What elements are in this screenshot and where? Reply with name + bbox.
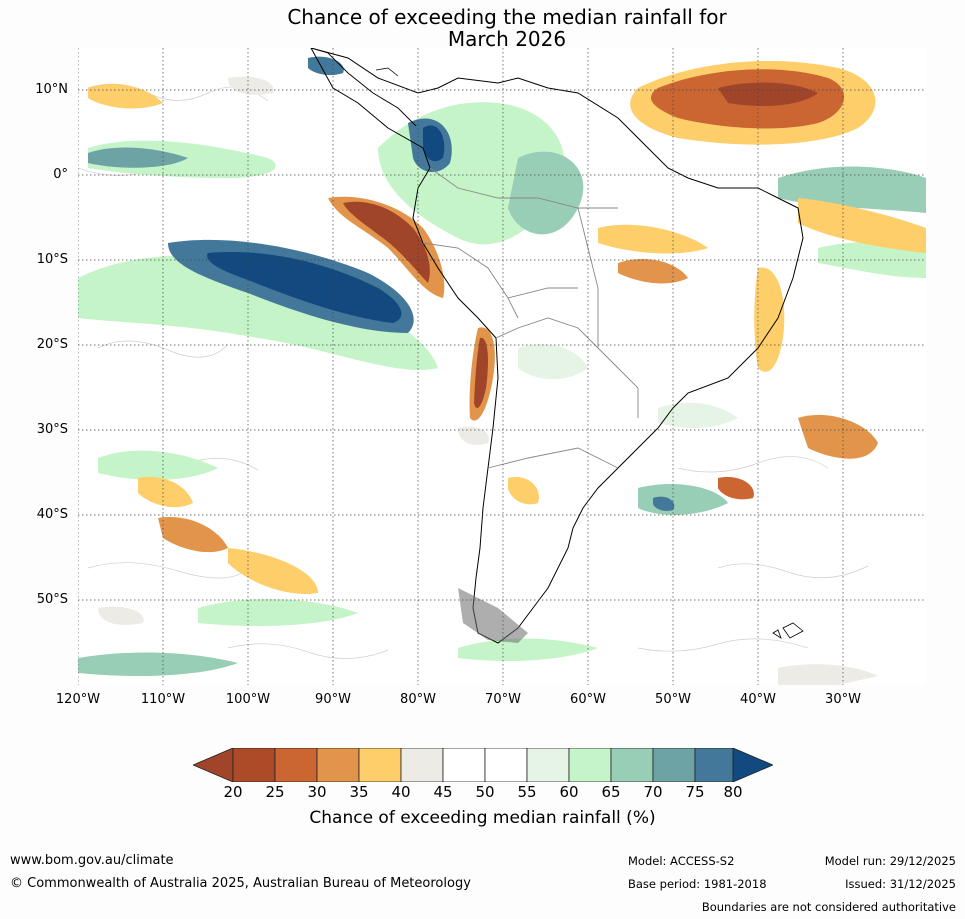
colorbar-swatch-45-50 (442, 748, 486, 782)
lon-label-70w: 70°W (485, 692, 521, 707)
colorbar-tick-60: 60 (559, 783, 579, 801)
colorbar-tick-80: 80 (723, 783, 743, 801)
lat-label-10s: 10°S (36, 252, 68, 267)
dry-anomaly-regions (88, 60, 926, 594)
colorbar-tick-40: 40 (391, 783, 411, 801)
colorbar-label: Chance of exceeding median rainfall (%) (309, 808, 656, 828)
copyright-notice: © Commonwealth of Australia 2025, Austra… (10, 876, 471, 891)
lat-label-0: 0° (53, 167, 68, 182)
lon-label-120w: 120°W (55, 692, 101, 707)
colorbar-tick-75: 75 (685, 783, 705, 801)
colorbar-swatch-70-75 (652, 748, 696, 782)
colorbar-swatch-50-55 (484, 748, 528, 782)
model-info: Model: ACCESS-S2 (628, 854, 735, 868)
colorbar-tick-35: 35 (349, 783, 369, 801)
country-borders (422, 167, 639, 469)
lat-label-30s: 30°S (36, 422, 68, 437)
colorbar-tick-70: 70 (643, 783, 663, 801)
lon-label-30w: 30°W (825, 692, 861, 707)
colorbar-low-arrow (193, 748, 234, 782)
lon-label-80w: 80°W (400, 692, 436, 707)
colorbar-swatch-75-80 (694, 748, 734, 782)
colorbar-high-arrow (732, 748, 773, 782)
model-run-info: Model run: 29/12/2025 (824, 854, 956, 868)
colorbar-swatch-65-70 (610, 748, 654, 782)
colorbar-swatch-40-45 (400, 748, 444, 782)
colorbar-swatch-55-60 (526, 748, 570, 782)
forecast-map (78, 48, 926, 685)
map-canvas (78, 48, 926, 685)
falkland-islands-west (772, 629, 782, 639)
colorbar-tick-65: 65 (601, 783, 621, 801)
colorbar-swatch-30-35 (316, 748, 360, 782)
lon-label-100w: 100°W (225, 692, 271, 707)
graticule (78, 48, 926, 685)
colorbar-tick-45: 45 (433, 783, 453, 801)
lon-label-50w: 50°W (655, 692, 691, 707)
lon-label-90w: 90°W (315, 692, 351, 707)
lat-label-20s: 20°S (36, 337, 68, 352)
base-period-info: Base period: 1981-2018 (628, 877, 767, 891)
lat-label-50s: 50°S (36, 592, 68, 607)
falkland-islands (782, 622, 804, 639)
colorbar-swatch-60-65 (568, 748, 612, 782)
color-bar (193, 748, 773, 782)
website-link[interactable]: www.bom.gov.au/climate (10, 853, 174, 868)
neutral-regions (98, 76, 878, 685)
central-america-outline (310, 48, 417, 127)
colorbar-tick-55: 55 (517, 783, 537, 801)
lat-label-10n: 10°N (35, 82, 68, 97)
patagonia-islands (458, 588, 528, 643)
map-title-line1: Chance of exceeding the median rainfall … (287, 5, 727, 29)
colorbar-tick-20: 20 (223, 783, 243, 801)
colorbar-swatch-25-30 (274, 748, 318, 782)
colorbar-tick-50: 50 (475, 783, 495, 801)
lat-label-40s: 40°S (36, 507, 68, 522)
colorbar-tick-30: 30 (307, 783, 327, 801)
colorbar-tick-25: 25 (265, 783, 285, 801)
issued-info: Issued: 31/12/2025 (845, 877, 956, 891)
boundaries-disclaimer: Boundaries are not considered authoritat… (701, 900, 956, 914)
wet-anomaly-regions (78, 102, 926, 676)
map-title-line2: March 2026 (447, 27, 567, 51)
lon-label-60w: 60°W (570, 692, 606, 707)
island-outline (375, 67, 399, 77)
colorbar-swatch-20-25 (232, 748, 276, 782)
colorbar-swatch-35-40 (358, 748, 402, 782)
lon-label-110w: 110°W (140, 692, 186, 707)
lon-label-40w: 40°W (740, 692, 776, 707)
south-america-outline (310, 48, 804, 644)
